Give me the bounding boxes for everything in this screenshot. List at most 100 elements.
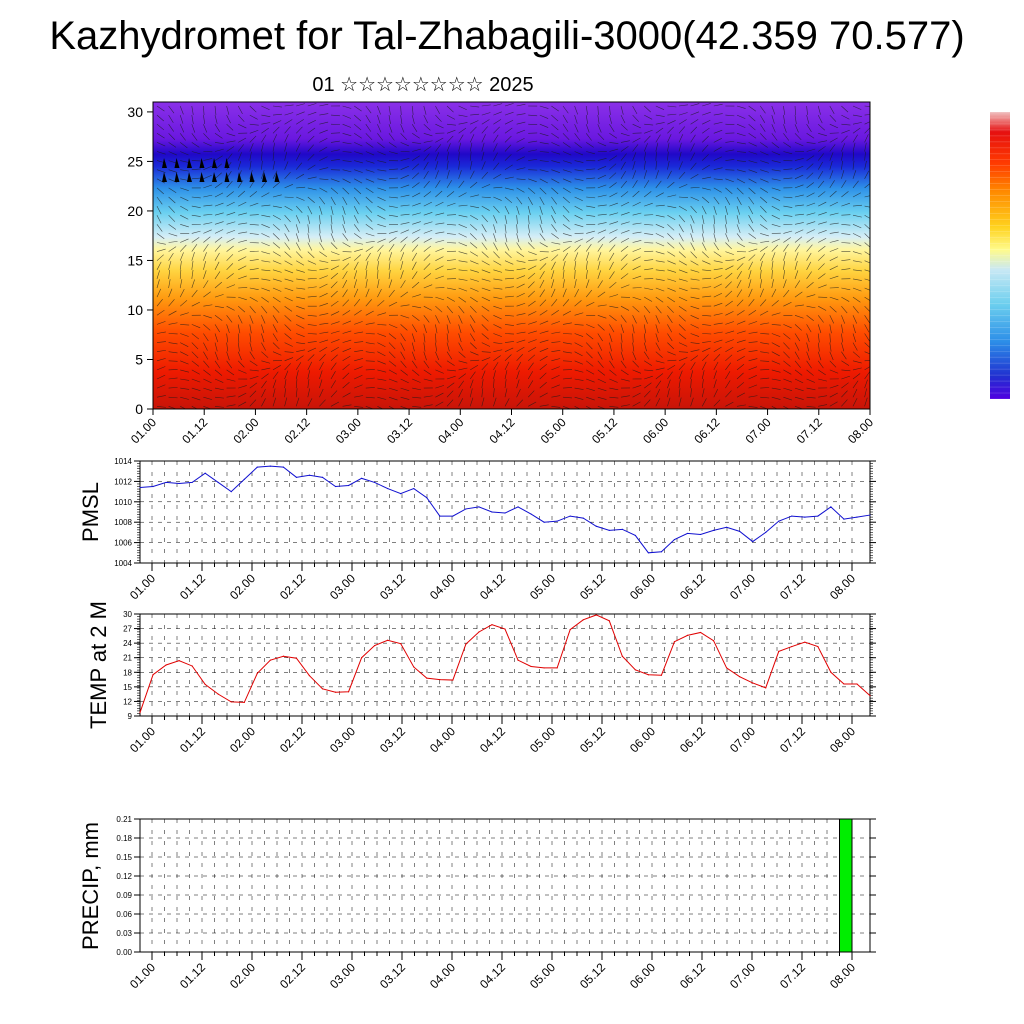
- data-point: [217, 693, 219, 695]
- wind-barb: [574, 214, 583, 220]
- data-point: [621, 655, 623, 657]
- wind-barb: [504, 233, 508, 243]
- wind-barb: [539, 289, 545, 298]
- x-tick-label: 08.00: [827, 960, 858, 991]
- wind-barb: [261, 380, 267, 389]
- wind-barb: [597, 369, 606, 376]
- wind-barb: [539, 160, 549, 162]
- wind-barb: [551, 254, 559, 261]
- wind-barb: [678, 151, 682, 161]
- wind-barb: [435, 137, 444, 143]
- wind-barb: [667, 305, 674, 313]
- wind-barb: [354, 233, 362, 239]
- wind-flag: [162, 158, 167, 168]
- wind-barb: [249, 129, 259, 134]
- wind-barb: [771, 260, 774, 270]
- wind-barb: [504, 361, 510, 371]
- wind-barb: [493, 152, 498, 161]
- wind-barb: [632, 315, 637, 324]
- wind-barb: [237, 342, 240, 352]
- wind-barb: [713, 156, 723, 161]
- wind-barb: [295, 143, 301, 152]
- wind-barb: [411, 360, 418, 369]
- wind-barb: [388, 177, 398, 180]
- wind-barb: [609, 378, 618, 383]
- wind-barb: [423, 201, 432, 207]
- wind-barb: [377, 351, 386, 357]
- wind-barb: [249, 296, 258, 302]
- wind-barb: [586, 396, 595, 401]
- wind-barb: [667, 351, 676, 356]
- wind-barb: [493, 315, 502, 320]
- wind-barb: [156, 270, 160, 279]
- wind-barb: [516, 283, 525, 289]
- x-tick-label: 04.00: [427, 960, 458, 991]
- wind-barb: [493, 126, 500, 134]
- wind-barb: [504, 205, 510, 215]
- wind-barb: [423, 153, 430, 161]
- wind-barb: [203, 222, 213, 225]
- wind-barb: [354, 114, 362, 122]
- wind-barb: [678, 161, 683, 170]
- wind-barb: [539, 151, 549, 153]
- wind-barb: [307, 324, 317, 326]
- wind-barb: [597, 142, 607, 147]
- wind-barb: [759, 288, 764, 298]
- wind-barb: [284, 184, 293, 189]
- wind-barb: [713, 283, 722, 289]
- wind-barb: [237, 160, 242, 170]
- wind-barb: [180, 187, 189, 191]
- wind-barb: [180, 142, 188, 149]
- wind-barb: [783, 142, 792, 148]
- wind-barb: [377, 187, 387, 191]
- wind-barb: [632, 212, 642, 216]
- wind-barb: [551, 341, 561, 343]
- wind-barb: [307, 135, 315, 143]
- wind-barb: [481, 205, 490, 211]
- wind-barb: [725, 371, 731, 380]
- wind-barb: [493, 349, 503, 352]
- wind-barb: [632, 401, 641, 407]
- data-point: [739, 676, 741, 678]
- wind-barb: [609, 351, 613, 361]
- wind-barb: [609, 105, 611, 115]
- data-point: [295, 657, 298, 659]
- data-point: [452, 679, 454, 681]
- wind-barb: [377, 312, 387, 316]
- wind-barb: [655, 127, 664, 134]
- wind-barb: [748, 178, 757, 184]
- wind-barb: [354, 160, 363, 164]
- wind-flag: [212, 172, 217, 182]
- wind-barb: [713, 251, 722, 257]
- wind-barb: [458, 306, 465, 314]
- wind-barb: [481, 305, 490, 312]
- wind-barb: [435, 287, 445, 289]
- wind-barb: [481, 215, 488, 223]
- wind-barb: [771, 178, 781, 181]
- wind-barb: [562, 246, 571, 252]
- x-tick-label: 05.00: [527, 960, 558, 991]
- wind-barb: [365, 169, 375, 173]
- wind-barb: [783, 252, 787, 261]
- wind-barb: [655, 192, 664, 198]
- wind-barb: [597, 387, 607, 392]
- wind-barb: [388, 333, 397, 340]
- wind-barb: [829, 305, 837, 313]
- wind-barb: [586, 406, 593, 409]
- wind-barb: [354, 248, 363, 252]
- wind-barb: [237, 351, 242, 361]
- wind-barb: [574, 142, 582, 149]
- wind-barb: [469, 126, 477, 134]
- wind-barb: [736, 242, 746, 248]
- data-point: [478, 506, 480, 508]
- wind-barb: [597, 165, 607, 170]
- wind-barb: [319, 354, 326, 362]
- wind-barb: [713, 370, 717, 380]
- data-point: [582, 517, 584, 519]
- wind-barb: [423, 212, 433, 216]
- wind-barb: [574, 205, 583, 211]
- wind-barb: [412, 182, 420, 189]
- wind-barb: [388, 289, 395, 298]
- wind-barb: [470, 120, 479, 125]
- wind-barb: [261, 134, 267, 143]
